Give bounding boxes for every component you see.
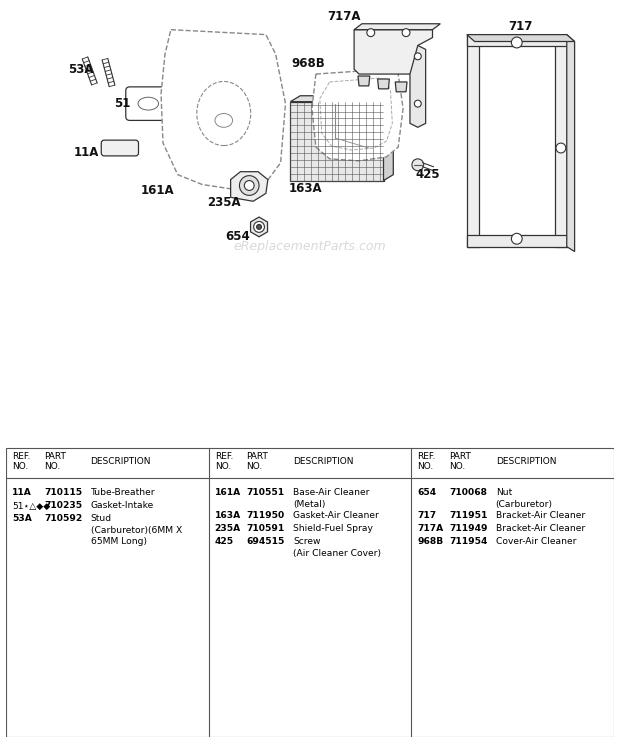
Text: 968B: 968B xyxy=(417,537,443,546)
FancyBboxPatch shape xyxy=(126,87,171,121)
Text: eReplacementParts.com: eReplacementParts.com xyxy=(234,240,386,253)
Text: Cover-Air Cleaner: Cover-Air Cleaner xyxy=(495,537,576,546)
Text: 710551: 710551 xyxy=(247,488,285,498)
Text: 235A: 235A xyxy=(215,525,241,533)
Text: Screw
(Air Cleaner Cover): Screw (Air Cleaner Cover) xyxy=(293,537,381,557)
Text: DESCRIPTION: DESCRIPTION xyxy=(293,457,353,466)
Polygon shape xyxy=(161,30,285,190)
Text: DESCRIPTION: DESCRIPTION xyxy=(495,457,556,466)
Text: Gasket-Intake: Gasket-Intake xyxy=(91,501,154,510)
Text: 11A: 11A xyxy=(74,147,99,159)
Polygon shape xyxy=(312,69,403,161)
Polygon shape xyxy=(320,78,392,150)
Text: 694515: 694515 xyxy=(247,537,285,546)
Ellipse shape xyxy=(197,81,250,146)
Circle shape xyxy=(556,143,566,153)
Text: 710115: 710115 xyxy=(44,488,82,498)
Circle shape xyxy=(239,176,259,196)
Text: 235A: 235A xyxy=(207,196,241,209)
Ellipse shape xyxy=(215,114,232,127)
Text: 53A: 53A xyxy=(68,62,94,76)
Text: 53A: 53A xyxy=(12,514,32,524)
Polygon shape xyxy=(467,35,479,247)
Text: 51⋆△◆◆: 51⋆△◆◆ xyxy=(12,501,50,510)
Circle shape xyxy=(414,53,421,60)
Polygon shape xyxy=(290,96,393,102)
Polygon shape xyxy=(378,79,389,89)
Text: 711950: 711950 xyxy=(247,511,285,521)
Text: 163A: 163A xyxy=(288,182,322,195)
Text: Stud
(Carburetor)(6MM X
65MM Long): Stud (Carburetor)(6MM X 65MM Long) xyxy=(91,514,182,545)
Text: Shield-Fuel Spray: Shield-Fuel Spray xyxy=(293,525,373,533)
Circle shape xyxy=(512,234,522,244)
Text: 161A: 161A xyxy=(215,488,241,498)
Text: 161A: 161A xyxy=(140,184,174,197)
Text: 710235: 710235 xyxy=(44,501,82,510)
Text: Bracket-Air Cleaner: Bracket-Air Cleaner xyxy=(495,511,585,521)
Polygon shape xyxy=(358,76,370,86)
Text: Tube-Breather: Tube-Breather xyxy=(91,488,155,498)
Text: 710591: 710591 xyxy=(247,525,285,533)
Text: 717A: 717A xyxy=(417,525,443,533)
Text: Bracket-Air Cleaner: Bracket-Air Cleaner xyxy=(495,525,585,533)
Text: 717: 717 xyxy=(417,511,436,521)
Text: 51: 51 xyxy=(113,97,130,110)
Text: REF.
NO.: REF. NO. xyxy=(12,452,30,471)
Text: 711951: 711951 xyxy=(449,511,487,521)
Text: 710592: 710592 xyxy=(44,514,82,524)
Circle shape xyxy=(367,29,374,36)
Text: 11A: 11A xyxy=(12,488,32,498)
FancyBboxPatch shape xyxy=(101,140,138,156)
Text: 654: 654 xyxy=(417,488,436,498)
Text: REF.
NO.: REF. NO. xyxy=(417,452,436,471)
Circle shape xyxy=(254,222,264,232)
Text: PART
NO.: PART NO. xyxy=(44,452,66,471)
Circle shape xyxy=(512,37,522,48)
Text: PART
NO.: PART NO. xyxy=(247,452,268,471)
Text: 968B: 968B xyxy=(291,57,325,70)
Circle shape xyxy=(414,100,421,107)
Text: REF.
NO.: REF. NO. xyxy=(215,452,233,471)
Ellipse shape xyxy=(138,97,159,110)
Text: 717: 717 xyxy=(508,20,533,33)
Polygon shape xyxy=(250,217,267,237)
Polygon shape xyxy=(231,172,268,202)
Text: PART
NO.: PART NO. xyxy=(449,452,471,471)
Text: 425: 425 xyxy=(215,537,234,546)
Text: Base-Air Cleaner
(Metal): Base-Air Cleaner (Metal) xyxy=(293,488,370,508)
Polygon shape xyxy=(384,96,393,181)
Circle shape xyxy=(402,29,410,36)
Circle shape xyxy=(412,159,423,170)
Polygon shape xyxy=(467,35,575,42)
Bar xyxy=(290,102,384,181)
Circle shape xyxy=(257,225,262,229)
Text: Nut
(Carburetor): Nut (Carburetor) xyxy=(495,488,552,508)
Polygon shape xyxy=(467,235,567,247)
Text: 711949: 711949 xyxy=(449,525,487,533)
Text: Gasket-Air Cleaner: Gasket-Air Cleaner xyxy=(293,511,379,521)
Polygon shape xyxy=(567,35,575,251)
Polygon shape xyxy=(410,45,426,127)
Text: 717A: 717A xyxy=(327,10,361,23)
Circle shape xyxy=(244,181,254,190)
Text: 425: 425 xyxy=(415,168,440,181)
Polygon shape xyxy=(555,35,567,247)
Text: 654: 654 xyxy=(225,231,250,243)
Polygon shape xyxy=(354,30,433,74)
Text: DESCRIPTION: DESCRIPTION xyxy=(91,457,151,466)
Polygon shape xyxy=(396,82,407,92)
Text: 711954: 711954 xyxy=(449,537,487,546)
Text: 710068: 710068 xyxy=(449,488,487,498)
Polygon shape xyxy=(467,35,567,46)
Polygon shape xyxy=(354,24,440,30)
Text: 163A: 163A xyxy=(215,511,241,521)
